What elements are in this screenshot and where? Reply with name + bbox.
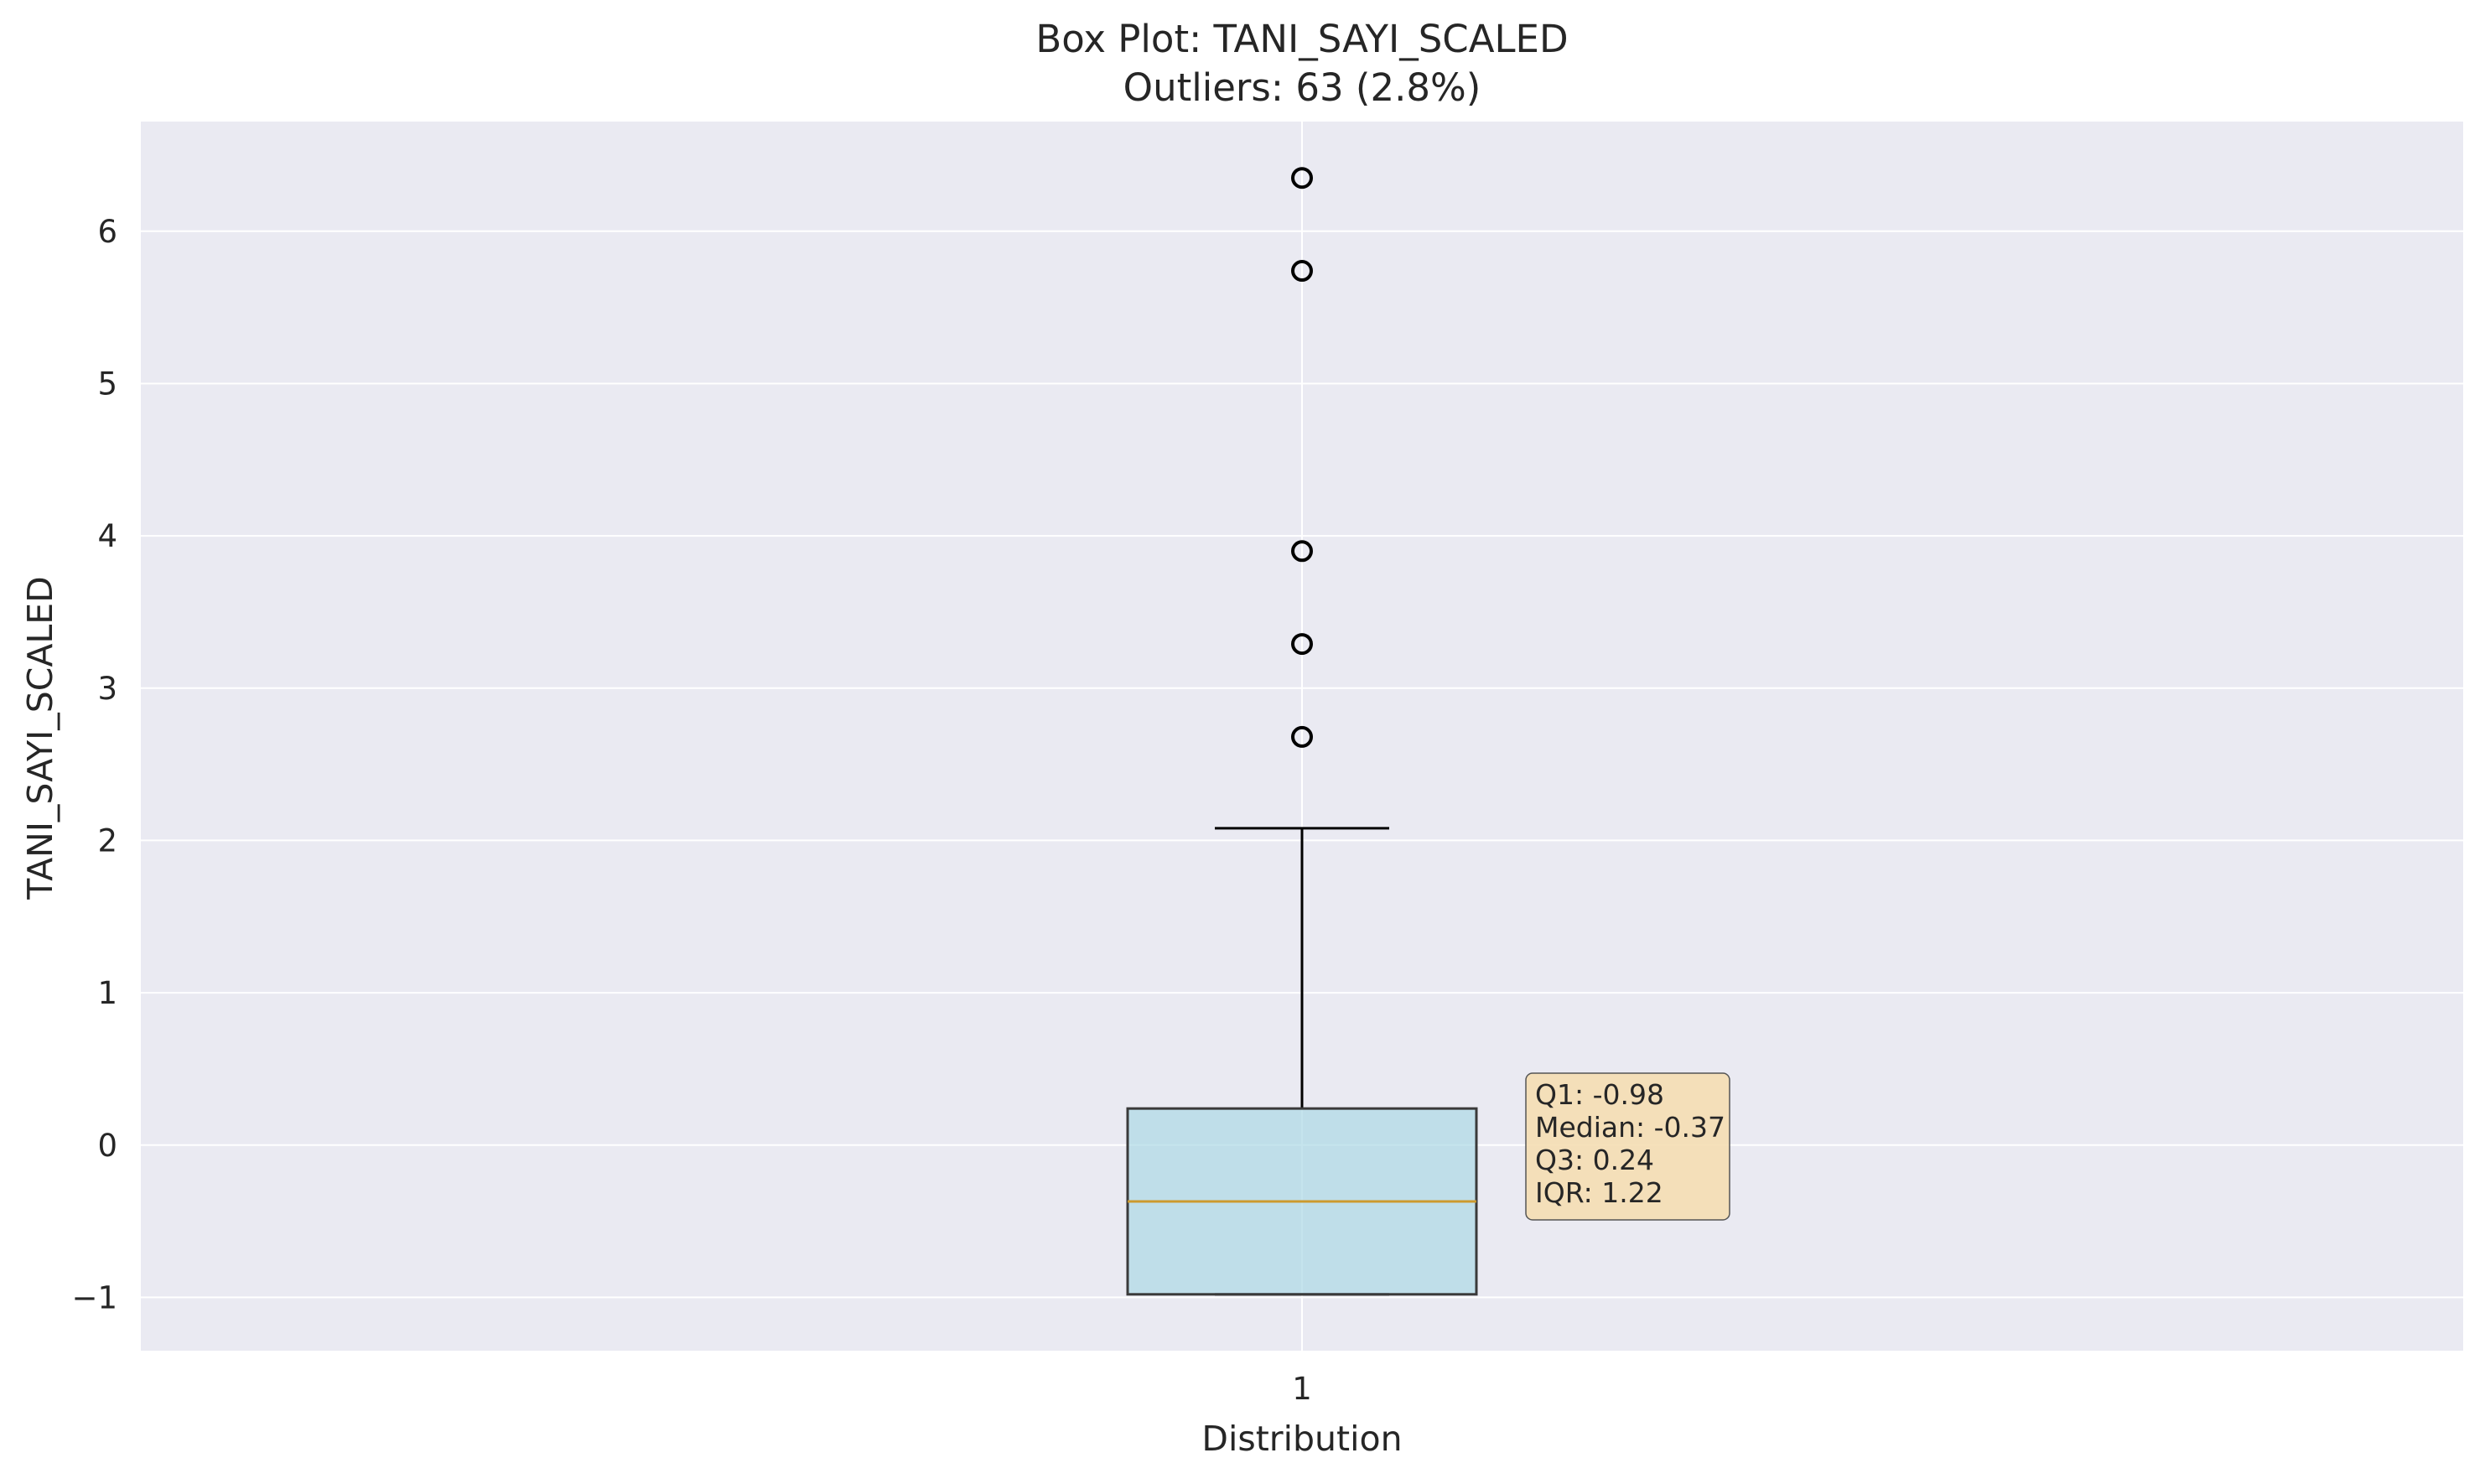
outlier-point <box>1291 260 1313 283</box>
stats-line-median: Median: -0.37 <box>1535 1111 1725 1144</box>
y-tick-label: 5 <box>97 366 117 402</box>
box-element <box>1126 827 1478 1296</box>
stats-line-q3: Q3: 0.24 <box>1535 1144 1654 1176</box>
y-tick-label: 4 <box>97 518 117 554</box>
outlier-points <box>1291 167 1313 748</box>
y-tick-label: 1 <box>97 975 117 1011</box>
x-axis-ticks: 1 <box>1292 1371 1312 1407</box>
outlier-point <box>1291 167 1313 189</box>
y-axis-label: TANI_SAYI_SCALED <box>20 576 60 900</box>
y-tick-label: 3 <box>97 671 117 707</box>
stats-box <box>1525 1072 1730 1221</box>
x-tick-label: 1 <box>1292 1371 1312 1407</box>
y-tick-label: 2 <box>97 822 117 859</box>
y-tick-label: 0 <box>97 1128 117 1164</box>
y-tick-label: −1 <box>71 1279 117 1315</box>
y-tick-label: 6 <box>97 214 117 250</box>
y-axis-ticks: −1 0 1 2 3 4 5 6 <box>71 214 117 1316</box>
outlier-point <box>1291 540 1313 563</box>
chart-title: Box Plot: TANI_SAYI_SCALED <box>1035 17 1568 61</box>
stats-line-iqr: IQR: 1.22 <box>1535 1176 1663 1209</box>
outlier-point <box>1291 633 1313 656</box>
stats-annotation: Q1: -0.98 Median: -0.37 Q3: 0.24 IQR: 1.… <box>1525 1072 1730 1221</box>
chart-subtitle: Outliers: 63 (2.8%) <box>1123 65 1481 110</box>
stats-line-q1: Q1: -0.98 <box>1535 1078 1664 1111</box>
x-axis-label: Distribution <box>1201 1419 1402 1459</box>
outlier-point <box>1291 725 1313 748</box>
